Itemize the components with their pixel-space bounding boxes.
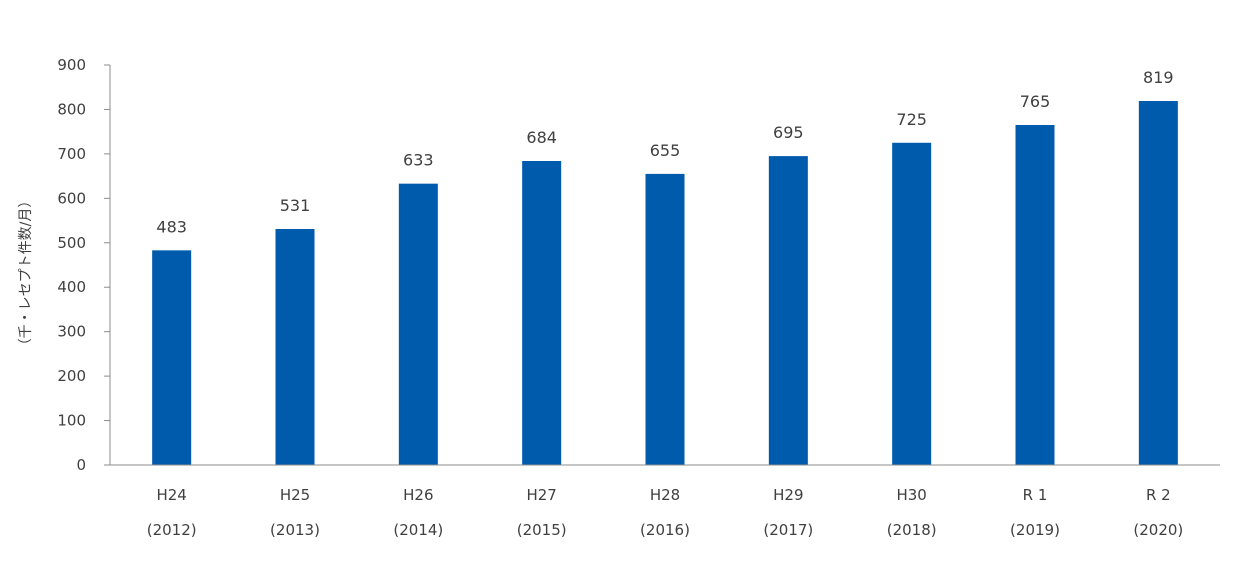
x-category-year-label: (2015) <box>517 521 567 539</box>
data-label: 765 <box>1020 92 1051 111</box>
x-category-year-label: (2017) <box>763 521 813 539</box>
x-category-year-label: (2014) <box>393 521 443 539</box>
y-tick-label: 500 <box>57 234 86 252</box>
y-tick-label: 400 <box>57 278 86 296</box>
bars: 483 531 633 684 655 695 725 765 819 <box>152 68 1178 465</box>
bar <box>152 250 192 465</box>
x-category-year-label: (2018) <box>887 521 937 539</box>
bar <box>768 156 808 465</box>
data-label: 483 <box>156 217 187 236</box>
y-tick-label: 700 <box>57 145 86 163</box>
x-category-year-label: (2013) <box>270 521 320 539</box>
y-tick-label: 800 <box>57 100 86 118</box>
x-category-year-label: (2019) <box>1010 521 1060 539</box>
x-category-year-label: (2020) <box>1133 521 1183 539</box>
data-label: 684 <box>526 128 557 147</box>
bar <box>892 142 932 465</box>
x-category-label: H27 <box>526 486 556 504</box>
y-axis: 0 100 200 300 400 500 600 700 800 900 <box>57 56 111 474</box>
x-category-label: H26 <box>403 486 433 504</box>
x-category-label: H30 <box>896 486 926 504</box>
data-label: 655 <box>650 141 681 160</box>
x-category-label: H28 <box>650 486 680 504</box>
data-label: 633 <box>403 151 434 170</box>
x-category-year-label: (2012) <box>147 521 197 539</box>
data-label: 819 <box>1143 68 1174 87</box>
bar <box>275 229 315 465</box>
x-category-year-label: (2016) <box>640 521 690 539</box>
bar <box>398 183 438 465</box>
x-category-label: H29 <box>773 486 803 504</box>
bar <box>1015 125 1055 465</box>
y-tick-label: 600 <box>57 189 86 207</box>
data-label: 725 <box>896 110 927 129</box>
y-tick-label: 200 <box>57 367 86 385</box>
x-category-label: R 2 <box>1146 486 1171 504</box>
data-label: 695 <box>773 123 804 142</box>
bar <box>1138 101 1178 465</box>
x-axis: H24 (2012) H25 (2013) H26 (2014) H27 (2015) H28 (… <box>110 464 1220 539</box>
x-category-label: R 1 <box>1023 486 1048 504</box>
x-category-label: H25 <box>280 486 310 504</box>
y-tick-label: 0 <box>76 456 86 474</box>
y-tick-label: 900 <box>57 56 86 74</box>
bar <box>645 173 685 465</box>
x-category-label: H24 <box>156 486 186 504</box>
y-axis-label: （千・レセプト件数/月） <box>18 194 34 353</box>
y-tick-label: 300 <box>57 323 86 341</box>
data-label: 531 <box>280 196 311 215</box>
y-tick-label: 100 <box>57 412 86 430</box>
bar <box>522 161 562 465</box>
